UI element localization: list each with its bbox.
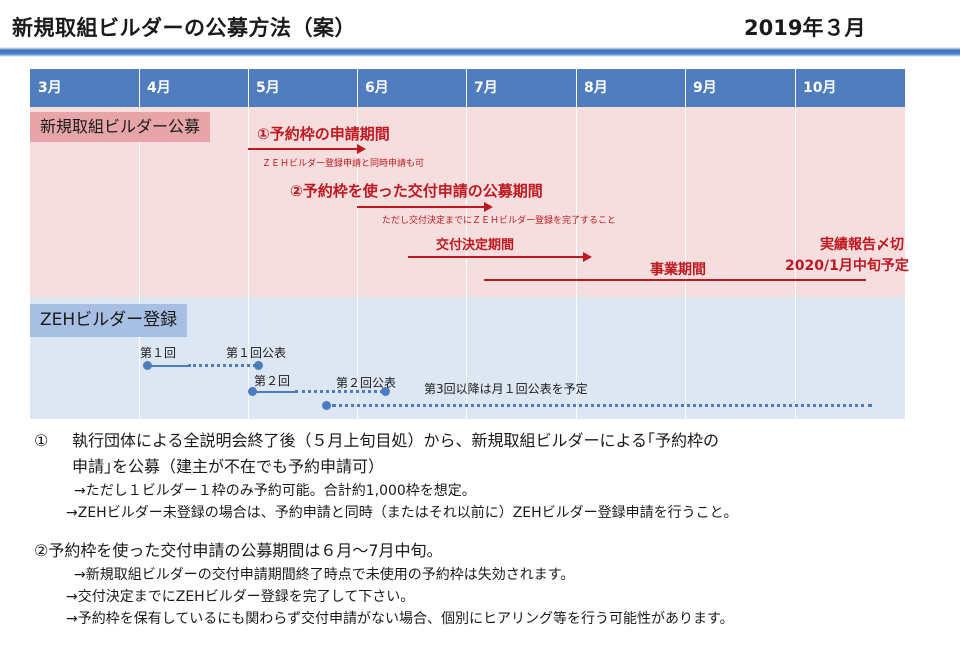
month-divider [576, 69, 577, 107]
column-line [795, 107, 796, 419]
month-7: 7月 [474, 80, 498, 96]
grant-period-label: ②予約枠を使った交付申請の公募期間 [290, 182, 543, 200]
column-line [466, 107, 467, 419]
arrow-head-icon [583, 252, 592, 262]
round2-solid-line [255, 391, 295, 393]
month-divider [685, 69, 686, 107]
reserve-period-label: ①予約枠の申請期間 [257, 125, 390, 143]
new-builder-label: 新規取組ビルダー公募 [30, 112, 211, 142]
note-item-1-number: ① [34, 431, 49, 450]
month-divider [248, 69, 249, 107]
column-line [576, 107, 577, 419]
note-item-2-sub2: →交付決定までにZEHビルダー登録を完了して下さい。 [66, 589, 415, 605]
round2-label: 第２回 [254, 374, 291, 388]
month-6: 6月 [365, 80, 389, 96]
note-item-1-line2: 申請｣を公募（建主が不在でも予約申請可） [72, 457, 385, 476]
after-round3-note: 第3回以降は月１回公表を予定 [424, 382, 588, 396]
note-item-2-sub1: →新規取組ビルダーの交付申請期間終了時点で未使用の予約枠は失効されます。 [74, 567, 575, 583]
decision-period-line [408, 256, 584, 258]
reserve-note: ＺＥＨビルダー登録申請と同時申請も可 [262, 159, 425, 169]
grant-note: ただし交付決定までにＺＥＨビルダー登録を完了すること [382, 216, 617, 226]
notes-block: ① 執行団体による全説明会終了後（５月上旬目処）から、新規取組ビルダーによる｢予… [34, 428, 934, 630]
arrow-head-icon [484, 202, 493, 212]
round1-label: 第１回 [140, 346, 177, 360]
round1-start-dot [143, 361, 152, 370]
column-line [139, 107, 140, 419]
round1-dotted-line [188, 364, 256, 367]
month-3: 3月 [38, 80, 62, 96]
month-divider [139, 69, 140, 107]
column-line [685, 107, 686, 419]
round2-end-dot [381, 387, 390, 396]
note-item-1-sub1: →ただし１ビルダー１枠のみ予約可能。合計約1,000枠を想定。 [74, 483, 476, 499]
month-5: 5月 [256, 80, 280, 96]
round1-publish-label: 第１回公表 [226, 346, 287, 360]
round3-start-dot [322, 401, 331, 410]
round2-dotted-line [295, 390, 383, 393]
round2-start-dot [248, 387, 257, 396]
month-bar [30, 69, 905, 107]
month-9: 9月 [693, 80, 717, 96]
note-item-1: ① 執行団体による全説明会終了後（５月上旬目処）から、新規取組ビルダーによる｢予… [34, 428, 934, 480]
report-deadline-label: 実績報告〆切 [820, 237, 904, 253]
project-period-label: 事業期間 [650, 262, 706, 278]
column-line [357, 107, 358, 419]
month-10: 10月 [803, 80, 837, 96]
month-divider [795, 69, 796, 107]
round2-publish-label: 第２回公表 [336, 376, 397, 390]
month-divider [466, 69, 467, 107]
arrow-head-icon [357, 144, 366, 154]
note-item-2: ②予約枠を使った交付申請の公募期間は６月～7月中旬。 [34, 541, 443, 560]
report-deadline-date: 2020/1月中旬予定 [785, 258, 909, 274]
note-item-1-line1: 執行団体による全説明会終了後（５月上旬目処）から、新規取組ビルダーによる｢予約枠… [72, 431, 720, 450]
page-title: 新規取組ビルダーの公募方法（案） [12, 16, 356, 40]
month-divider [357, 69, 358, 107]
month-4: 4月 [147, 80, 171, 96]
note-item-1-sub2: →ZEHビルダー未登録の場合は、予約申請と同時（またはそれ以前に）ZEHビルダー… [66, 505, 738, 521]
grant-period-line [357, 206, 485, 208]
column-line [248, 107, 249, 419]
round1-end-dot [254, 361, 263, 370]
note-item-2-sub3: →予約枠を保有しているにも関わらず交付申請がない場合、個別にヒアリング等を行う可… [66, 611, 734, 627]
reserve-period-line [248, 148, 358, 150]
round1-solid-line [150, 365, 188, 367]
page-date: 2019年３月 [744, 16, 866, 40]
project-period-line [484, 279, 866, 281]
round3-dotted-line [332, 404, 872, 407]
decision-period-label: 交付決定期間 [436, 238, 515, 253]
title-rule [0, 47, 960, 57]
month-8: 8月 [584, 80, 608, 96]
zeh-register-label: ZEHビルダー登録 [30, 304, 188, 337]
